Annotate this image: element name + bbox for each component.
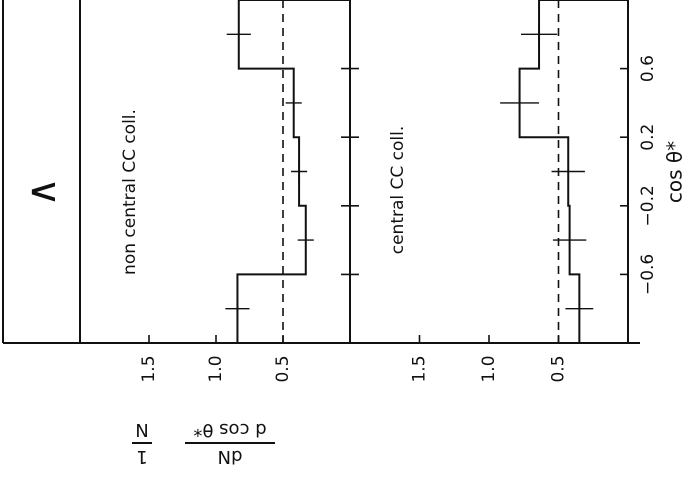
cos-tick-label: −0.2 (638, 185, 658, 226)
y-label-n: N (135, 419, 148, 440)
y-label-denominator: d cos θ* (193, 419, 266, 440)
panel-non-central: non central CC coll. 1.5 1.0 0.5 (120, 0, 350, 383)
cos-tick-label: −0.6 (638, 254, 658, 295)
cos-axis-label: cos θ* (663, 141, 687, 203)
panel-central: central CC coll. 1.5 1.0 0.5 (388, 0, 628, 383)
panel1-y-ticks: 1.5 1.0 0.5 (139, 335, 293, 383)
y-axis-label: dN d cos θ* 1 N (132, 419, 275, 467)
y-tick-label: 1.0 (206, 355, 226, 382)
corner-symbol: ∧ (19, 177, 65, 206)
y-label-numerator: dN (218, 446, 243, 467)
y-tick-label: 1.0 (479, 355, 499, 382)
panel1-error-bars (225, 24, 314, 319)
y-tick-label: 0.5 (549, 355, 569, 382)
cos-axis-ticks: −0.6 −0.2 0.2 0.6 (341, 55, 658, 295)
cos-tick-label: 0.6 (638, 55, 658, 82)
y-tick-label: 1.5 (139, 355, 159, 382)
panel1-label: non central CC coll. (120, 109, 140, 275)
panel2-label: central CC coll. (388, 126, 408, 255)
cos-tick-label: 0.2 (638, 124, 658, 151)
y-label-one: 1 (136, 446, 147, 467)
y-tick-label: 0.5 (273, 355, 293, 382)
plot-frames (2, 0, 640, 344)
y-tick-label: 1.5 (410, 355, 430, 382)
panel2-error-bars (500, 24, 594, 319)
panel2-y-ticks: 1.5 1.0 0.5 (410, 335, 569, 383)
